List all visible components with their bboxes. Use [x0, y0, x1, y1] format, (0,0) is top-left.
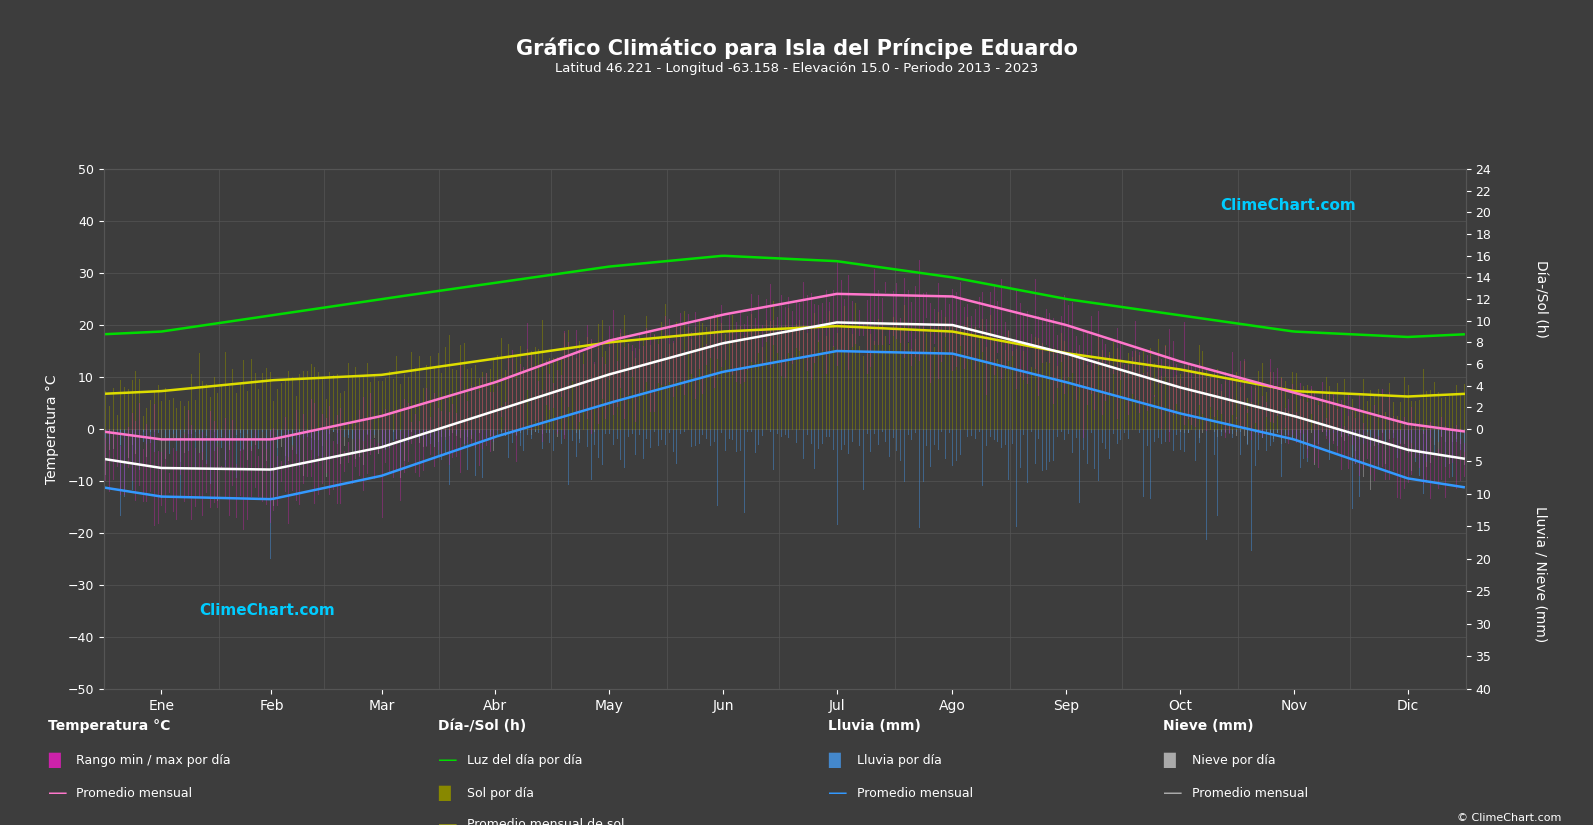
Text: —: —: [1163, 784, 1182, 804]
Text: █: █: [438, 786, 449, 801]
Text: Luz del día por día: Luz del día por día: [467, 754, 583, 767]
Text: Lluvia por día: Lluvia por día: [857, 754, 941, 767]
Text: —: —: [438, 751, 457, 771]
Text: Promedio mensual: Promedio mensual: [76, 787, 193, 800]
Text: Sol por día: Sol por día: [467, 787, 534, 800]
Text: Promedio mensual: Promedio mensual: [857, 787, 973, 800]
Text: Día-/Sol (h): Día-/Sol (h): [438, 719, 526, 733]
Text: Temperatura °C: Temperatura °C: [48, 719, 170, 733]
Text: © ClimeChart.com: © ClimeChart.com: [1456, 813, 1561, 823]
Text: Nieve por día: Nieve por día: [1192, 754, 1274, 767]
Text: Promedio mensual de sol: Promedio mensual de sol: [467, 818, 624, 825]
Text: █: █: [1163, 753, 1174, 768]
Text: —: —: [48, 784, 67, 804]
Text: Promedio mensual: Promedio mensual: [1192, 787, 1308, 800]
Text: Rango min / max por día: Rango min / max por día: [76, 754, 231, 767]
Text: Latitud 46.221 - Longitud -63.158 - Elevación 15.0 - Periodo 2013 - 2023: Latitud 46.221 - Longitud -63.158 - Elev…: [554, 62, 1039, 75]
Text: —: —: [438, 815, 457, 825]
Text: █: █: [828, 753, 840, 768]
Y-axis label: Temperatura °C: Temperatura °C: [45, 375, 59, 483]
Text: ClimeChart.com: ClimeChart.com: [1220, 198, 1356, 213]
Text: Día-/Sol (h): Día-/Sol (h): [1534, 260, 1547, 338]
Text: Nieve (mm): Nieve (mm): [1163, 719, 1254, 733]
Text: Lluvia / Nieve (mm): Lluvia / Nieve (mm): [1534, 507, 1547, 643]
Text: —: —: [828, 784, 847, 804]
Text: █: █: [48, 753, 59, 768]
Text: Gráfico Climático para Isla del Príncipe Eduardo: Gráfico Climático para Isla del Príncipe…: [516, 37, 1077, 59]
Text: Lluvia (mm): Lluvia (mm): [828, 719, 921, 733]
Text: ClimeChart.com: ClimeChart.com: [199, 603, 335, 619]
